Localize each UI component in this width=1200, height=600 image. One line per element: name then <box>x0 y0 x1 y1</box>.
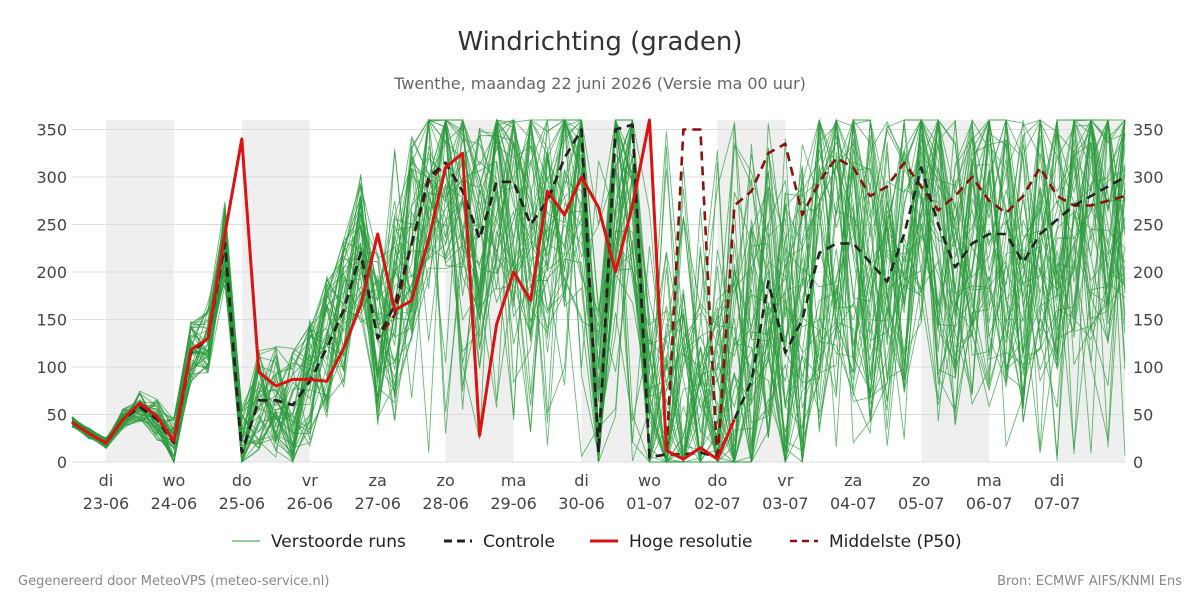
x-tick-day-13: ma <box>976 471 1001 490</box>
x-tick-date-10: 03-07 <box>762 494 809 513</box>
y-tick-right-300: 300 <box>1133 168 1164 187</box>
chart-title: Windrichting (graden) <box>457 27 742 57</box>
x-tick-date-6: 29-06 <box>490 494 537 513</box>
x-tick-day-1: wo <box>162 471 185 490</box>
y-tick-left-150: 150 <box>36 311 67 330</box>
y-tick-right-150: 150 <box>1133 311 1164 330</box>
x-tick-day-10: vr <box>777 471 793 490</box>
y-axis-right: 0 50 100 150 200 250 300 350 <box>1133 121 1164 473</box>
x-tick-day-4: za <box>369 471 387 490</box>
x-tick-date-4: 27-06 <box>354 494 401 513</box>
y-tick-left-50: 50 <box>47 406 67 425</box>
y-tick-right-100: 100 <box>1133 358 1164 377</box>
y-axis-left: 0 50 100 150 200 250 300 350 <box>36 121 67 473</box>
x-tick-day-0: di <box>99 471 114 490</box>
x-axis: di 23-06 wo 24-06 do 25-06 vr 26-06 za 27-06 zo 28-… <box>83 471 1081 513</box>
chart-subtitle: Twenthe, maandag 22 juni 2026 (Versie ma… <box>393 74 806 93</box>
x-tick-day-14: di <box>1050 471 1065 490</box>
ensemble-member-7 <box>71 118 1126 463</box>
ensemble-member-38 <box>71 119 1126 463</box>
y-tick-right-200: 200 <box>1133 263 1164 282</box>
x-tick-date-12: 05-07 <box>898 494 945 513</box>
y-tick-right-250: 250 <box>1133 216 1164 235</box>
x-tick-day-7: di <box>574 471 589 490</box>
x-tick-date-2: 25-06 <box>219 494 266 513</box>
x-tick-date-13: 06-07 <box>966 494 1013 513</box>
legend-hires-label: Hoge resolutie <box>629 532 753 552</box>
legend: Verstoorde runs Controle Hoge resolutie … <box>232 532 962 552</box>
series-lines <box>71 118 1126 464</box>
ensemble-member-40 <box>71 118 1126 463</box>
legend-control-label: Controle <box>483 532 555 552</box>
x-tick-date-11: 04-07 <box>830 494 877 513</box>
y-tick-left-0: 0 <box>57 453 67 472</box>
y-tick-right-0: 0 <box>1133 453 1143 472</box>
legend-perturbed-label: Verstoorde runs <box>271 532 406 552</box>
x-tick-date-0: 23-06 <box>83 494 130 513</box>
x-tick-day-2: do <box>232 471 252 490</box>
x-tick-date-3: 26-06 <box>287 494 334 513</box>
x-tick-date-14: 07-07 <box>1034 494 1081 513</box>
x-tick-day-5: zo <box>437 471 455 490</box>
ensemble-member-41 <box>71 119 1126 463</box>
series-line-hoge-resolutie <box>71 118 736 461</box>
ensemble-member-50 <box>71 119 1126 464</box>
x-tick-day-3: vr <box>302 471 318 490</box>
y-tick-right-50: 50 <box>1133 406 1153 425</box>
y-tick-right-350: 350 <box>1133 121 1164 140</box>
x-tick-day-12: zo <box>912 471 930 490</box>
x-tick-day-11: za <box>844 471 862 490</box>
x-tick-day-8: wo <box>638 471 661 490</box>
x-tick-day-6: ma <box>501 471 526 490</box>
x-tick-date-8: 01-07 <box>626 494 673 513</box>
y-tick-left-300: 300 <box>36 168 67 187</box>
x-tick-date-5: 28-06 <box>422 494 469 513</box>
ensemble-member-47 <box>71 119 1126 463</box>
y-tick-left-350: 350 <box>36 121 67 140</box>
x-tick-day-9: do <box>707 471 727 490</box>
legend-median-label: Middelste (P50) <box>829 532 962 552</box>
x-tick-date-7: 30-06 <box>558 494 605 513</box>
footer-generator: Gegenereerd door MeteoVPS (meteo-service… <box>18 574 329 589</box>
y-tick-left-200: 200 <box>36 263 67 282</box>
x-tick-date-9: 02-07 <box>694 494 741 513</box>
series-line-controle <box>71 123 1126 459</box>
y-tick-left-100: 100 <box>36 358 67 377</box>
footer-source: Bron: ECMWF AIFS/KNMI Ens <box>997 574 1182 589</box>
x-tick-date-1: 24-06 <box>151 494 198 513</box>
y-tick-left-250: 250 <box>36 216 67 235</box>
